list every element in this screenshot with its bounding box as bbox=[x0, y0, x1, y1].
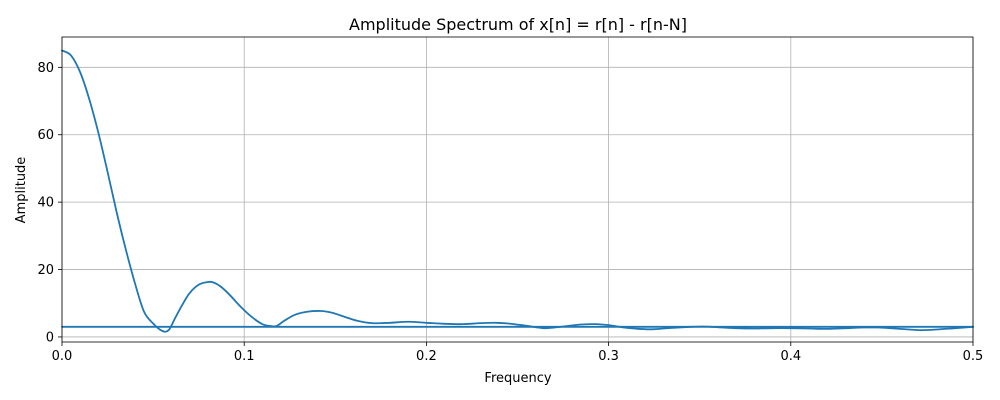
grid bbox=[61, 37, 974, 342]
y-tick-label: 20 bbox=[37, 263, 54, 278]
x-tick-label: 0.0 bbox=[52, 349, 73, 364]
series-layer bbox=[61, 49, 974, 333]
x-tick-label: 0.5 bbox=[963, 349, 984, 364]
amplitude-spectrum-line bbox=[61, 49, 974, 333]
x-tick-label: 0.2 bbox=[416, 349, 437, 364]
y-axis: 0 20 40 60 80 bbox=[37, 61, 62, 345]
x-axis: 0.0 0.1 0.2 0.3 0.4 0.5 bbox=[52, 342, 984, 364]
x-axis-label: Frequency bbox=[484, 371, 551, 386]
y-axis-label: Amplitude bbox=[14, 157, 29, 224]
x-tick-label: 0.3 bbox=[598, 349, 619, 364]
chart-title: Amplitude Spectrum of x[n] = r[n] - r[n-… bbox=[349, 15, 687, 34]
x-tick-label: 0.4 bbox=[780, 349, 801, 364]
y-tick-label: 0 bbox=[46, 330, 54, 345]
y-tick-label: 80 bbox=[37, 61, 54, 76]
plot-frame bbox=[61, 36, 974, 343]
x-tick-label: 0.1 bbox=[234, 349, 255, 364]
y-tick-label: 60 bbox=[37, 128, 54, 143]
y-tick-label: 40 bbox=[37, 196, 54, 211]
